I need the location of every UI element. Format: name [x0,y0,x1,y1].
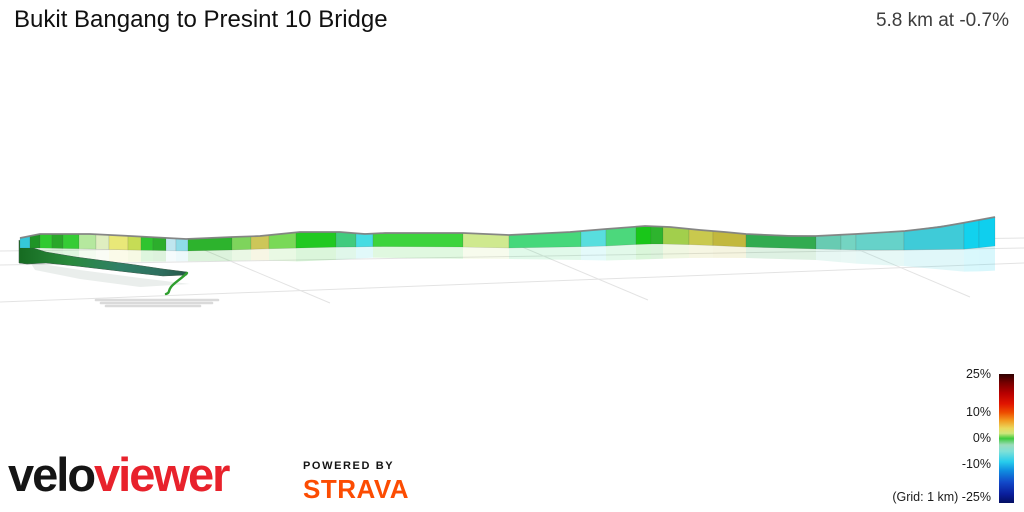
strava-wordmark: STRAVA [303,474,410,504]
route-stats: 5.8 km at -0.7% [875,10,1009,31]
strava-attribution[interactable]: POWERED BY STRAVA [303,460,409,505]
veloviewer-logo-velo: velo [8,448,96,501]
veloviewer-logo[interactable]: veloviewer [8,448,230,501]
veloviewer-logo-viewer: viewer [94,448,230,501]
page-title: Bukit Bangang to Presint 10 Bridge [14,6,388,33]
powered-by-label: POWERED BY [303,460,395,472]
